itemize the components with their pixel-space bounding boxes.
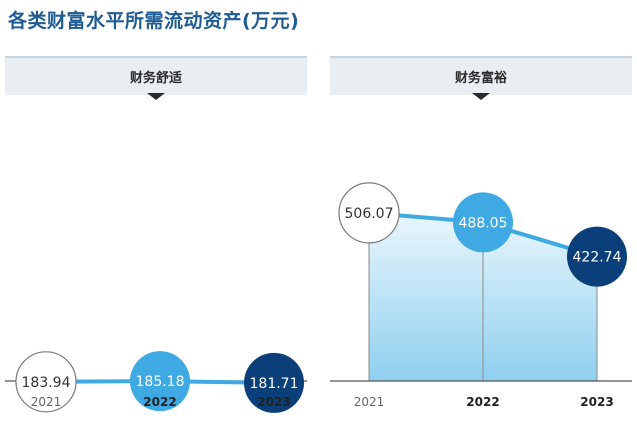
chart-wealthy: 506.07 488.05 422.74 2021 2022 2023: [330, 182, 632, 409]
chart-comfortable: 183.94 185.18 181.71 2021 2022 2023: [5, 351, 307, 413]
panel-label: 财务富裕: [454, 71, 507, 86]
data-point: [453, 192, 513, 253]
data-label: 506.07: [345, 206, 394, 222]
page-title: 各类财富水平所需流动资产(万元): [8, 10, 300, 32]
data-label: 183.94: [22, 375, 71, 391]
data-point: [338, 182, 400, 244]
data-label: 185.18: [136, 374, 185, 390]
data-point: [567, 226, 627, 287]
chevron-down-icon: [472, 93, 490, 100]
x-tick-label: 2021: [31, 395, 62, 409]
x-tick-label: 2023: [257, 395, 290, 409]
panel-header-wealthy: 财务富裕: [330, 56, 632, 95]
x-tick-label: 2021: [354, 395, 385, 409]
chevron-down-icon: [147, 93, 165, 100]
data-point: [15, 351, 77, 413]
data-label: 422.74: [573, 250, 622, 266]
data-point: [244, 352, 304, 413]
panel-label: 财务舒适: [129, 71, 182, 86]
x-tick-label: 2023: [580, 395, 613, 409]
x-tick-label: 2022: [466, 395, 499, 409]
panel-header-comfortable: 财务舒适: [5, 56, 307, 95]
x-tick-label: 2022: [143, 395, 176, 409]
data-label: 488.05: [459, 215, 508, 231]
data-label: 181.71: [250, 376, 299, 392]
data-point: [130, 351, 190, 412]
